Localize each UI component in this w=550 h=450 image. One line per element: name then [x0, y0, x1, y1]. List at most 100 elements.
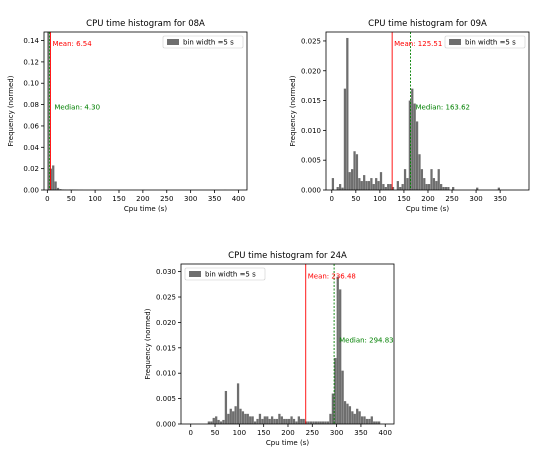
histogram-bar — [343, 401, 347, 424]
histogram-bar — [353, 151, 356, 190]
histogram-bar — [360, 181, 363, 190]
y-tick-label: 0.015 — [156, 344, 176, 352]
histogram-bar — [406, 178, 409, 190]
histogram-bar — [375, 421, 378, 424]
histogram-bar — [219, 421, 223, 424]
y-tick-label: 0.030 — [156, 268, 176, 276]
histogram-bar — [280, 416, 283, 424]
y-tick-label: 0.04 — [23, 144, 39, 152]
histogram-bar — [341, 370, 344, 424]
y-axis-label: Frequency (normed) — [289, 75, 297, 146]
histogram-bar — [418, 154, 421, 190]
x-tick-label: 250 — [445, 195, 458, 203]
y-tick-label: 0.02 — [23, 165, 39, 173]
histogram-bar — [244, 413, 247, 424]
x-tick-label: 150 — [257, 429, 270, 437]
histogram-bar — [246, 413, 249, 424]
x-tick-label: 50 — [351, 195, 360, 203]
histogram-bar — [232, 411, 235, 424]
histogram-bar — [334, 357, 337, 424]
y-tick-label: 0.000 — [156, 421, 176, 429]
histogram-bar — [365, 181, 368, 190]
plot-frame — [180, 263, 395, 425]
x-tick-label: 100 — [373, 195, 386, 203]
histogram-bar — [442, 187, 445, 190]
mean-label: Mean: 236.48 — [308, 272, 356, 280]
x-tick-label: 50 — [67, 195, 76, 203]
histogram-bar — [261, 418, 264, 424]
histogram-bar — [356, 408, 359, 424]
histogram-bar — [253, 421, 257, 424]
histogram-bar — [367, 181, 371, 190]
histogram-bar — [239, 408, 242, 424]
x-tick-label: 250 — [306, 429, 319, 437]
histogram-bar — [331, 178, 335, 190]
legend-swatch — [449, 39, 461, 45]
histogram-bar — [346, 403, 349, 424]
histogram-bar — [411, 88, 414, 190]
histogram-bar — [382, 184, 385, 190]
x-tick-label: 150 — [397, 195, 410, 203]
histogram-bar — [297, 416, 300, 424]
histogram-bar — [229, 408, 232, 424]
histogram-bar — [420, 169, 424, 190]
subplot-3: Mean: 236.48 Median: 294.83 0 50 100 150 200 25… — [144, 251, 395, 447]
x-tick-label: 100 — [88, 195, 101, 203]
histogram-bar — [338, 184, 342, 190]
x-tick-label: 100 — [233, 429, 246, 437]
y-tick-label: 0.14 — [23, 37, 39, 45]
x-tick-label: 50 — [211, 429, 220, 437]
legend-box — [184, 267, 266, 281]
x-tick-label: 350 — [493, 195, 506, 203]
legend: bin width =5 s — [444, 35, 526, 49]
histogram-bar — [234, 406, 237, 424]
histogram-bar — [425, 184, 428, 190]
x-tick-label: 400 — [379, 429, 392, 437]
histogram-bar — [403, 169, 407, 190]
median-label: Median: 163.62 — [415, 103, 470, 111]
x-axis-label: Cpu time (s) — [406, 205, 449, 213]
plot-frame — [43, 31, 248, 191]
histogram-bar — [423, 178, 426, 190]
x-tick-label: 200 — [421, 195, 434, 203]
histogram-bar — [432, 178, 436, 190]
histogram-bar — [47, 32, 50, 190]
histogram-bar — [273, 418, 276, 424]
histogram-bar — [258, 413, 262, 424]
histogram-bar — [372, 184, 375, 190]
y-axis-label: Frequency (normed) — [7, 75, 15, 146]
histogram-bar — [427, 184, 431, 190]
histogram-bar — [326, 421, 330, 424]
histogram-bar — [370, 178, 373, 190]
y-tick-label: 0.025 — [156, 294, 176, 302]
y-tick-label: 0.12 — [23, 58, 39, 66]
histogram-bar — [319, 421, 322, 424]
chart-title: CPU time histogram for 09A — [368, 19, 487, 29]
x-tick-label: 150 — [112, 195, 125, 203]
plot-area — [181, 264, 394, 424]
plot-area — [326, 32, 529, 190]
histogram-bar — [351, 411, 354, 424]
x-tick-label: 350 — [354, 429, 367, 437]
plot-area — [44, 32, 247, 190]
histogram-bar — [56, 187, 60, 190]
histogram-bar — [391, 187, 395, 190]
histogram-bar — [331, 393, 335, 424]
histogram-bar — [268, 418, 271, 424]
histogram-bar — [300, 418, 303, 424]
histogram-bar — [292, 418, 296, 424]
legend-swatch — [167, 39, 179, 45]
y-tick-label: 0.00 — [23, 187, 39, 195]
histogram-bar — [476, 187, 479, 190]
histogram-bar — [430, 169, 433, 190]
x-tick-label: 200 — [136, 195, 149, 203]
histogram-bar — [251, 416, 254, 424]
legend: bin width =5 s — [184, 267, 266, 281]
legend-swatch — [189, 271, 201, 277]
histogram-bar — [348, 406, 352, 424]
histogram-bar — [444, 187, 448, 190]
y-axis-label: Frequency (normed) — [144, 308, 152, 379]
histogram-bar — [275, 418, 279, 424]
x-tick-label: 0 — [45, 195, 49, 203]
legend-box — [444, 35, 526, 49]
